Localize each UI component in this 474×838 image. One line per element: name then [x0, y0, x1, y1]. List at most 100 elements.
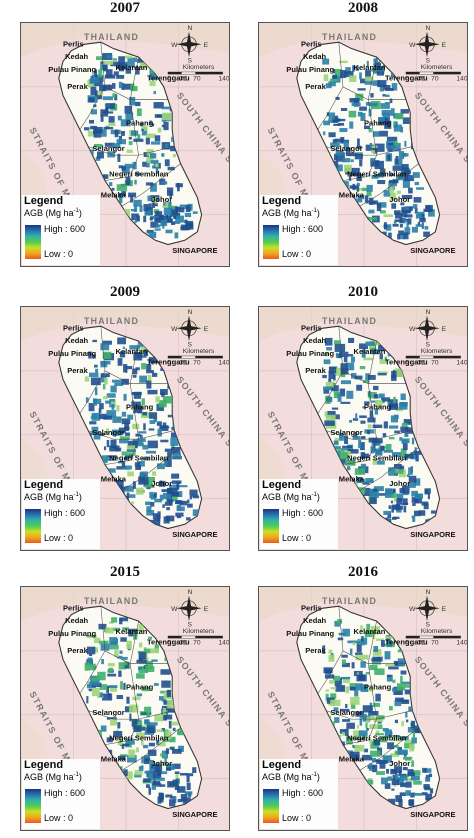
map-frame: Perlis Kedah Pulau Pinang Perak Kelantan Tere…: [258, 306, 468, 551]
thailand-land: [21, 23, 229, 58]
thailand-label: THAILAND: [84, 316, 139, 326]
svg-text:W: W: [171, 42, 178, 49]
state-label: Melaka: [101, 191, 127, 200]
state-label: Pahang: [364, 682, 392, 691]
svg-text:0: 0: [167, 75, 171, 82]
state-label: Pulau Pinang: [286, 65, 334, 74]
state-label: Terengganu: [385, 73, 428, 82]
state-label: Selangor: [92, 428, 124, 437]
scale-bar: Kilometers 0 35 70 140: [167, 348, 229, 367]
state-label: Melaka: [339, 191, 365, 200]
svg-text:S: S: [426, 621, 431, 628]
svg-text:E: E: [204, 606, 209, 613]
state-label: Perlis: [63, 39, 84, 48]
state-label: Pahang: [126, 118, 154, 127]
svg-text:70: 70: [431, 639, 439, 646]
legend-color-ramp: [263, 225, 279, 259]
state-label: Perlis: [301, 603, 322, 612]
svg-text:0: 0: [405, 75, 409, 82]
singapore-label: SINGAPORE: [410, 530, 455, 539]
state-label: Negeri Sembilan: [347, 453, 407, 462]
legend-box: Legend AGB (Mg ha-1) High : 600 Low : 0: [260, 479, 338, 549]
singapore-label: SINGAPORE: [172, 810, 217, 819]
state-label: Pahang: [126, 682, 154, 691]
svg-text:Kilometers: Kilometers: [421, 348, 453, 355]
state-labels: Perlis Kedah Pulau Pinang Perak KelantanTere…: [286, 323, 428, 488]
legend-unit: AGB (Mg ha-1): [262, 492, 320, 502]
svg-text:0: 0: [405, 639, 409, 646]
state-label: Johor: [389, 759, 410, 768]
state-label: Melaka: [101, 755, 127, 764]
svg-text:35: 35: [180, 359, 188, 366]
thailand-label: THAILAND: [322, 596, 377, 606]
legend-title: Legend: [24, 195, 64, 207]
svg-text:S: S: [426, 57, 431, 64]
legend-high-label: High : 600: [282, 224, 324, 234]
state-label: Pulau Pinang: [286, 629, 334, 638]
state-label: Perlis: [63, 323, 84, 332]
svg-text:Kilometers: Kilometers: [421, 628, 453, 635]
peninsular-malaysia-map: Perlis Kedah Pulau Pinang Perak KelantanTere…: [259, 307, 467, 550]
svg-text:S: S: [426, 341, 431, 348]
state-label: Kedah: [303, 616, 326, 625]
thailand-land: [259, 23, 467, 58]
map-panel-2008: 2008 Perlis Kedah Pulau Pinang Perak Kelanta…: [258, 0, 468, 270]
state-labels: Perlis Kedah Pulau Pinang Perak KelantanTere…: [48, 603, 190, 768]
state-label: Perak: [305, 646, 326, 655]
panel-year-title: 2009: [110, 284, 140, 300]
svg-text:W: W: [409, 606, 416, 613]
state-label: Selangor: [330, 708, 362, 717]
legend-title: Legend: [24, 479, 64, 491]
scale-bar: Kilometers 0 35 70 140: [167, 628, 229, 647]
svg-text:W: W: [171, 606, 178, 613]
legend-high-label: High : 600: [44, 508, 86, 518]
svg-text:70: 70: [193, 75, 201, 82]
svg-text:Kilometers: Kilometers: [183, 348, 215, 355]
svg-text:N: N: [188, 309, 193, 316]
state-label: Johor: [389, 195, 410, 204]
map-panel-2016: 2016 Perlis Kedah Pulau Pinang Perak Kelanta…: [258, 564, 468, 834]
svg-text:E: E: [204, 42, 209, 49]
thailand-land: [21, 587, 229, 622]
state-labels: Perlis Kedah Pulau Pinang Perak KelantanTere…: [48, 323, 190, 488]
svg-text:35: 35: [180, 75, 188, 82]
state-label: Johor: [389, 479, 410, 488]
state-label: Kedah: [303, 52, 326, 61]
svg-text:W: W: [171, 326, 178, 333]
scale-bar: Kilometers 0 35 70 140: [405, 628, 467, 647]
state-label: Perlis: [301, 323, 322, 332]
svg-text:E: E: [442, 42, 447, 49]
legend-unit: AGB (Mg ha-1): [24, 772, 82, 782]
legend-low-label: Low : 0: [44, 249, 74, 259]
svg-text:Kilometers: Kilometers: [183, 628, 215, 635]
state-label: Kelantan: [116, 627, 148, 636]
legend-low-label: Low : 0: [44, 813, 74, 823]
legend-box: Legend AGB (Mg ha-1) High : 600 Low : 0: [260, 195, 338, 265]
legend-color-ramp: [263, 509, 279, 543]
legend-unit: AGB (Mg ha-1): [24, 208, 82, 218]
map-panel-2007: 2007 Perlis Kedah Pulau Pinang Perak Kelanta…: [20, 0, 230, 270]
singapore-label: SINGAPORE: [172, 530, 217, 539]
state-label: Negeri Sembilan: [347, 169, 407, 178]
state-label: Selangor: [92, 708, 124, 717]
compass-rose-icon: N E S W: [171, 589, 209, 629]
legend-low-label: Low : 0: [44, 533, 74, 543]
svg-text:70: 70: [193, 639, 201, 646]
state-boundaries: [79, 42, 181, 207]
svg-text:N: N: [188, 25, 193, 32]
state-label: Kedah: [303, 336, 326, 345]
state-boundaries: [79, 326, 181, 491]
svg-text:N: N: [426, 25, 431, 32]
svg-text:E: E: [442, 606, 447, 613]
panel-year-title: 2015: [110, 564, 140, 580]
legend-color-ramp: [25, 789, 41, 823]
state-label: Negeri Sembilan: [109, 453, 169, 462]
map-frame: Perlis Kedah Pulau Pinang Perak Kelantan Tere…: [258, 22, 468, 267]
legend-color-ramp: [25, 225, 41, 259]
state-labels: Perlis Kedah Pulau Pinang Perak KelantanTere…: [286, 603, 428, 768]
state-label: Selangor: [330, 428, 362, 437]
state-label: Perlis: [63, 603, 84, 612]
legend-unit: AGB (Mg ha-1): [24, 492, 82, 502]
state-label: Kelantan: [354, 347, 386, 356]
state-label: Melaka: [339, 755, 365, 764]
